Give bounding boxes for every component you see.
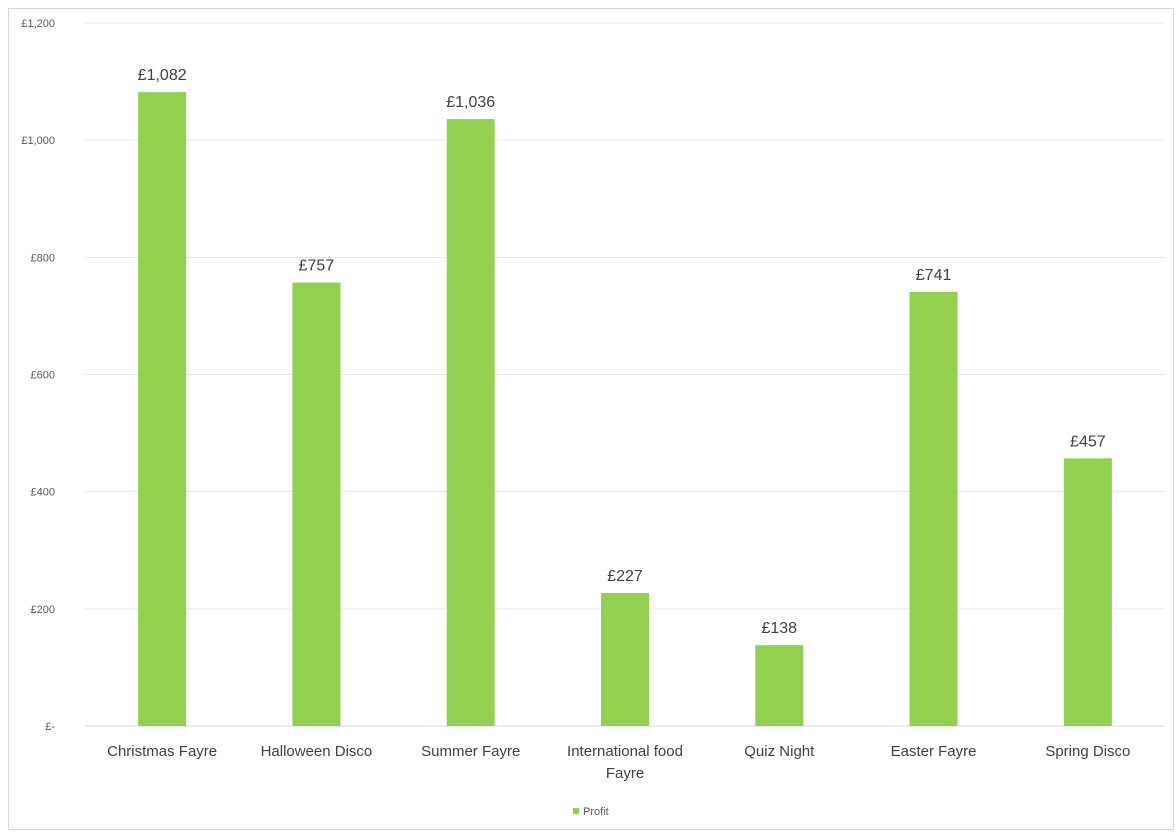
y-tick-label: £600: [31, 370, 55, 382]
category-label-line: Christmas Fayre: [107, 743, 217, 760]
data-label: £1,082: [138, 67, 187, 84]
category-label: Quiz Night: [744, 743, 815, 760]
data-label: £1,036: [446, 94, 495, 111]
category-label: Spring Disco: [1045, 743, 1130, 760]
category-label-line: Fayre: [606, 765, 644, 782]
data-label: £138: [761, 620, 797, 637]
category-label: Easter Fayre: [891, 743, 977, 760]
y-tick-label: £1,200: [21, 18, 55, 30]
category-label-line: Quiz Night: [744, 743, 815, 760]
data-label: £757: [299, 258, 335, 275]
category-label: International food Fayre: [567, 743, 683, 782]
legend-swatch: [573, 808, 579, 814]
y-tick-label: £1,000: [21, 135, 55, 147]
y-tick-label: £-: [45, 721, 55, 733]
y-tick-label: £800: [31, 252, 55, 264]
data-labels: £1,082 £757 £1,036 £227 £138 £741 £457: [138, 67, 1106, 637]
data-label: £227: [607, 568, 643, 585]
y-tick-label: £200: [31, 604, 55, 616]
category-label-line: International food: [567, 743, 683, 760]
category-label: Summer Fayre: [421, 743, 520, 760]
legend-label: Profit: [583, 806, 609, 818]
bar: [138, 92, 187, 726]
category-label-line: Easter Fayre: [891, 743, 977, 760]
category-label-line: Spring Disco: [1045, 743, 1130, 760]
category-label-line: Summer Fayre: [421, 743, 520, 760]
legend: Profit: [573, 806, 609, 818]
gridlines: [85, 22, 1165, 727]
bar: [601, 593, 649, 726]
bar: [1063, 458, 1112, 726]
data-label: £457: [1070, 433, 1106, 450]
bar: [292, 282, 341, 726]
data-label: £741: [916, 267, 952, 284]
category-label-line: Halloween Disco: [261, 743, 373, 760]
bar: [446, 119, 495, 727]
bar: [909, 291, 958, 726]
bar: [755, 645, 804, 726]
y-tick-label: £400: [31, 487, 55, 499]
category-label: Halloween Disco: [261, 743, 373, 760]
category-labels: Christmas Fayre Halloween Disco Summer Fay…: [107, 743, 1130, 782]
category-label: Christmas Fayre: [107, 743, 217, 760]
y-axis-tick-labels: £- £200 £400 £600 £800 £1,000 £1,200: [21, 18, 55, 733]
chart-frame: [8, 8, 1174, 830]
bars: [138, 92, 1112, 727]
